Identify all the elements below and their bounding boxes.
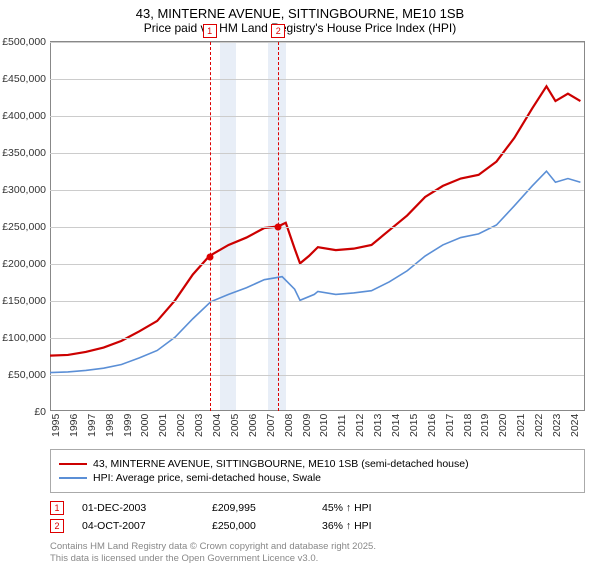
gridline-h: [50, 190, 584, 191]
x-tick-label: 2014: [390, 414, 402, 437]
x-tick-label: 2019: [479, 414, 491, 437]
x-tick-label: 1997: [86, 414, 98, 437]
x-tick-label: 2011: [336, 414, 348, 437]
title-block: 43, MINTERNE AVENUE, SITTINGBOURNE, ME10…: [0, 0, 600, 39]
credit-block: Contains HM Land Registry data © Crown c…: [50, 541, 585, 566]
gridline-h: [50, 227, 584, 228]
y-tick-label: £300,000: [0, 184, 46, 196]
sale-marker-2: 2: [50, 519, 64, 533]
x-tick-label: 2008: [283, 414, 295, 437]
x-tick-label: 2024: [569, 414, 581, 437]
sale-rows: 1 01-DEC-2003 £209,995 45% ↑ HPI 2 04-OC…: [50, 501, 585, 533]
x-tick-label: 2012: [354, 414, 366, 437]
legend: 43, MINTERNE AVENUE, SITTINGBOURNE, ME10…: [50, 449, 585, 493]
gridline-h: [50, 338, 584, 339]
series-hpi: [50, 171, 580, 372]
legend-row-hpi: HPI: Average price, semi-detached house,…: [59, 472, 576, 484]
sale-pct-1: 45% ↑ HPI: [322, 502, 432, 514]
x-tick-label: 2001: [157, 414, 169, 437]
x-tick-label: 2023: [551, 414, 563, 437]
x-tick-label: 2009: [301, 414, 313, 437]
sale-row-2: 2 04-OCT-2007 £250,000 36% ↑ HPI: [50, 519, 585, 533]
gridline-h: [50, 153, 584, 154]
sale-price-1: £209,995: [212, 502, 322, 514]
legend-swatch-property: [59, 463, 87, 465]
sale-date-2: 04-OCT-2007: [82, 520, 212, 532]
y-tick-label: £500,000: [0, 36, 46, 48]
x-tick-label: 2004: [211, 414, 223, 437]
legend-row-property: 43, MINTERNE AVENUE, SITTINGBOURNE, ME10…: [59, 458, 576, 470]
x-tick-label: 1995: [50, 414, 62, 437]
sale-row-1: 1 01-DEC-2003 £209,995 45% ↑ HPI: [50, 501, 585, 515]
x-tick-label: 2002: [175, 414, 187, 437]
sale-point: [275, 224, 282, 231]
credit-line1: Contains HM Land Registry data © Crown c…: [50, 541, 585, 553]
x-tick-label: 1996: [68, 414, 80, 437]
y-tick-label: £400,000: [0, 110, 46, 122]
plot-area: £0£50,000£100,000£150,000£200,000£250,00…: [50, 41, 585, 411]
legend-label-property: 43, MINTERNE AVENUE, SITTINGBOURNE, ME10…: [93, 458, 469, 470]
x-tick-label: 2018: [462, 414, 474, 437]
sale-marker-box: 1: [203, 24, 217, 38]
sale-point: [206, 253, 213, 260]
x-tick-label: 1999: [122, 414, 134, 437]
y-tick-label: £50,000: [0, 369, 46, 381]
legend-label-hpi: HPI: Average price, semi-detached house,…: [93, 472, 321, 484]
x-tick-label: 2007: [265, 414, 277, 437]
gridline-h: [50, 42, 584, 43]
x-tick-label: 2003: [193, 414, 205, 437]
gridline-h: [50, 79, 584, 80]
y-tick-label: £0: [0, 406, 46, 418]
y-tick-label: £150,000: [0, 295, 46, 307]
x-tick-label: 2016: [426, 414, 438, 437]
x-tick-label: 2000: [139, 414, 151, 437]
x-tick-label: 2021: [515, 414, 527, 437]
legend-swatch-hpi: [59, 477, 87, 479]
y-tick-label: £250,000: [0, 221, 46, 233]
x-tick-label: 2015: [408, 414, 420, 437]
chart-container: 43, MINTERNE AVENUE, SITTINGBOURNE, ME10…: [0, 0, 600, 560]
sale-marker-1: 1: [50, 501, 64, 515]
y-tick-label: £350,000: [0, 147, 46, 159]
x-tick-label: 2017: [444, 414, 456, 437]
y-tick-label: £200,000: [0, 258, 46, 270]
title-line2: Price paid vs. HM Land Registry's House …: [0, 21, 600, 35]
x-tick-label: 2013: [372, 414, 384, 437]
x-tick-label: 2020: [497, 414, 509, 437]
sale-marker-box: 2: [271, 24, 285, 38]
x-tick-label: 2006: [247, 414, 259, 437]
sale-price-2: £250,000: [212, 520, 322, 532]
gridline-h: [50, 301, 584, 302]
gridline-h: [50, 375, 584, 376]
x-tick-label: 2005: [229, 414, 241, 437]
gridline-h: [50, 116, 584, 117]
gridline-h: [50, 264, 584, 265]
title-line1: 43, MINTERNE AVENUE, SITTINGBOURNE, ME10…: [0, 6, 600, 21]
y-tick-label: £100,000: [0, 332, 46, 344]
x-tick-label: 2010: [318, 414, 330, 437]
y-tick-label: £450,000: [0, 73, 46, 85]
x-tick-label: 1998: [104, 414, 116, 437]
sale-vline: [210, 42, 211, 411]
x-tick-label: 2022: [533, 414, 545, 437]
sale-pct-2: 36% ↑ HPI: [322, 520, 432, 532]
sale-date-1: 01-DEC-2003: [82, 502, 212, 514]
